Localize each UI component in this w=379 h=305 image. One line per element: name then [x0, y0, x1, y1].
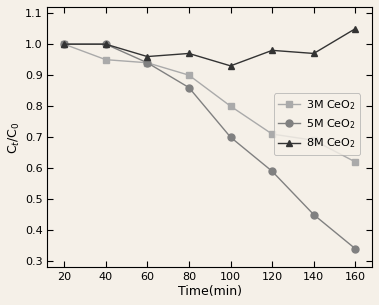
8M CeO$_2$ [353, 27, 358, 31]
5M CeO$_2$ [187, 86, 191, 89]
3M CeO$_2$ [103, 58, 108, 62]
5M CeO$_2$ [103, 42, 108, 46]
Line: 5M CeO$_2$: 5M CeO$_2$ [61, 41, 359, 252]
8M CeO$_2$ [312, 52, 316, 55]
8M CeO$_2$ [228, 64, 233, 68]
3M CeO$_2$ [62, 42, 66, 46]
5M CeO$_2$ [145, 61, 150, 65]
3M CeO$_2$ [228, 104, 233, 108]
Y-axis label: C$_t$/C$_0$: C$_t$/C$_0$ [7, 121, 22, 153]
3M CeO$_2$ [187, 73, 191, 77]
X-axis label: Time(min): Time(min) [178, 285, 242, 298]
8M CeO$_2$ [62, 42, 66, 46]
5M CeO$_2$ [312, 213, 316, 217]
3M CeO$_2$ [270, 132, 274, 136]
Line: 3M CeO$_2$: 3M CeO$_2$ [61, 41, 359, 165]
3M CeO$_2$ [353, 160, 358, 164]
8M CeO$_2$ [187, 52, 191, 55]
5M CeO$_2$ [228, 135, 233, 139]
Line: 8M CeO$_2$: 8M CeO$_2$ [61, 25, 359, 69]
8M CeO$_2$ [145, 55, 150, 58]
5M CeO$_2$ [270, 170, 274, 173]
5M CeO$_2$ [62, 42, 66, 46]
3M CeO$_2$ [145, 61, 150, 65]
8M CeO$_2$ [270, 48, 274, 52]
8M CeO$_2$ [103, 42, 108, 46]
Legend: 3M CeO$_2$, 5M CeO$_2$, 8M CeO$_2$: 3M CeO$_2$, 5M CeO$_2$, 8M CeO$_2$ [274, 93, 360, 155]
5M CeO$_2$ [353, 247, 358, 251]
3M CeO$_2$ [312, 138, 316, 142]
